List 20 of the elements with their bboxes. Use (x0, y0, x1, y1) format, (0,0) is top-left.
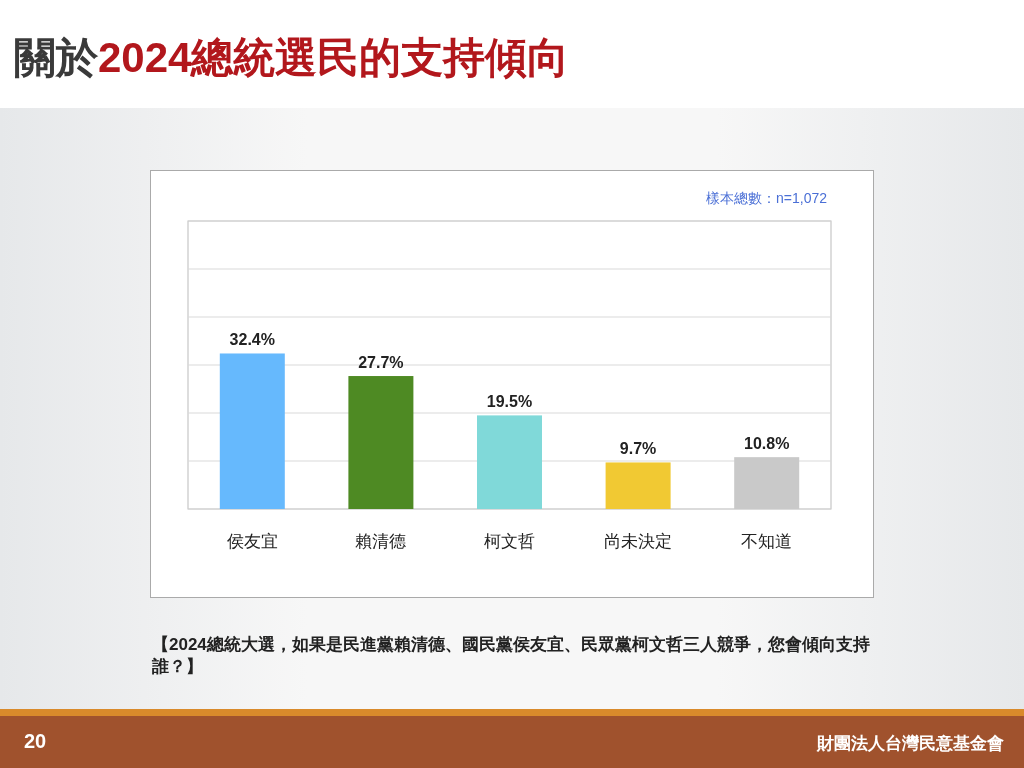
chart-title: 關於2024總統選民的支持傾向 (14, 34, 570, 81)
x-tick-label: 賴清德 (355, 532, 407, 551)
bar (734, 457, 800, 509)
bar (605, 462, 671, 509)
text: 樣本總數：n=1,072 (706, 190, 828, 206)
data-label: 19.5% (486, 393, 533, 411)
x-tick-label: 不知道 (741, 532, 793, 551)
x-tick-label: 柯文哲 (484, 532, 535, 551)
data-label: 27.7% (358, 354, 404, 372)
bar (477, 415, 542, 509)
text: 財團法人台灣民意基金會 (817, 733, 1004, 755)
data-label: 10.8% (744, 435, 790, 453)
bar (348, 376, 414, 509)
bar (219, 353, 285, 509)
data-label: 32.4% (229, 331, 275, 349)
x-tick-label: 侯友宜 (226, 532, 278, 551)
text: 【2024總統大選，如果是民進黨賴清德、國民黨侯友宜、民眾黨柯文哲三人競爭，您會傾向支持誰？】 (152, 634, 871, 678)
data-label: 9.7% (619, 440, 657, 458)
text: 20 (24, 730, 47, 753)
x-tick-label: 尚未決定 (604, 532, 673, 551)
